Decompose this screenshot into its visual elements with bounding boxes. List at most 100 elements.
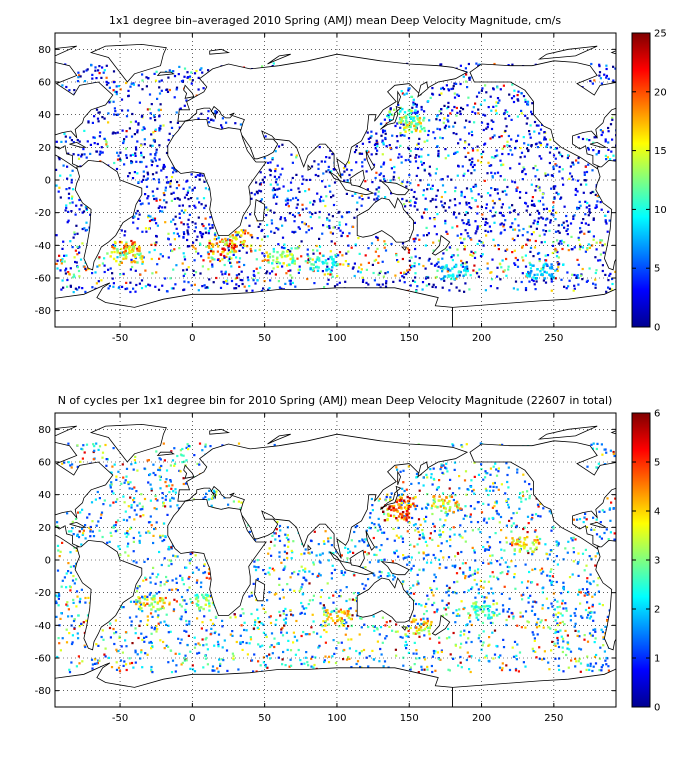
data-cell bbox=[599, 259, 602, 262]
data-cell bbox=[427, 100, 430, 103]
data-cell bbox=[347, 244, 350, 247]
data-cell bbox=[132, 287, 135, 290]
data-cell bbox=[190, 71, 193, 74]
data-cell bbox=[463, 172, 466, 175]
data-cell bbox=[536, 222, 539, 226]
data-cell bbox=[321, 180, 324, 183]
data-cell bbox=[535, 656, 538, 659]
data-cell bbox=[178, 216, 181, 219]
data-cell bbox=[278, 176, 281, 179]
data-cell bbox=[364, 584, 367, 587]
data-cell bbox=[513, 239, 516, 242]
data-cell bbox=[277, 228, 280, 231]
data-cell bbox=[145, 635, 148, 638]
data-cell bbox=[496, 576, 499, 579]
data-cell bbox=[127, 482, 130, 486]
data-cell bbox=[456, 248, 459, 251]
data-cell bbox=[147, 227, 151, 230]
data-cell bbox=[468, 202, 471, 205]
data-cell bbox=[468, 76, 471, 79]
data-cell bbox=[125, 467, 129, 470]
data-cell bbox=[146, 653, 149, 656]
data-cell bbox=[420, 665, 423, 668]
data-cell bbox=[538, 189, 542, 192]
data-cell bbox=[262, 656, 265, 659]
data-cell bbox=[463, 629, 466, 632]
data-cell bbox=[197, 642, 200, 645]
data-cell bbox=[62, 240, 65, 243]
data-cell bbox=[354, 243, 357, 246]
data-cell bbox=[439, 535, 442, 538]
data-cell bbox=[431, 655, 434, 658]
data-cell bbox=[422, 116, 426, 120]
data-cell bbox=[64, 140, 67, 143]
data-cell bbox=[581, 616, 584, 619]
data-cell bbox=[448, 206, 451, 209]
data-cell bbox=[418, 489, 421, 492]
data-cell bbox=[477, 618, 480, 621]
data-cell bbox=[93, 142, 96, 145]
data-cell bbox=[538, 258, 541, 261]
data-cell bbox=[344, 633, 347, 636]
data-cell bbox=[418, 137, 421, 140]
data-cell bbox=[310, 263, 313, 266]
data-cell bbox=[244, 229, 247, 232]
data-cell bbox=[498, 666, 502, 669]
data-cell bbox=[367, 261, 370, 264]
data-cell bbox=[263, 258, 266, 261]
data-cell bbox=[556, 636, 559, 640]
data-cell bbox=[314, 656, 317, 659]
data-cell bbox=[136, 249, 139, 252]
data-cell bbox=[95, 662, 98, 665]
data-cell bbox=[536, 252, 540, 255]
data-cell bbox=[463, 248, 466, 251]
data-cell bbox=[584, 165, 587, 168]
data-cell bbox=[86, 140, 89, 143]
data-cell bbox=[443, 524, 446, 527]
data-cell bbox=[473, 492, 476, 495]
data-cell bbox=[195, 581, 198, 584]
data-cell bbox=[162, 192, 165, 195]
data-cell bbox=[405, 185, 408, 188]
data-cell bbox=[122, 140, 125, 143]
data-cell bbox=[373, 143, 377, 147]
data-cell bbox=[465, 73, 468, 76]
data-cell bbox=[145, 76, 148, 79]
data-cell bbox=[162, 502, 165, 505]
data-cell bbox=[451, 87, 455, 90]
data-cell bbox=[435, 488, 439, 491]
data-cell bbox=[134, 152, 137, 155]
data-cell bbox=[538, 132, 541, 135]
data-cell bbox=[184, 608, 187, 611]
data-cell bbox=[423, 126, 426, 130]
data-cell bbox=[533, 204, 536, 207]
data-cell bbox=[308, 211, 311, 214]
sakhalin-landmass bbox=[397, 90, 402, 106]
data-cell bbox=[166, 88, 169, 91]
data-cell bbox=[345, 627, 348, 630]
data-cell bbox=[140, 649, 143, 652]
data-cell bbox=[480, 156, 483, 159]
data-cell bbox=[407, 251, 410, 254]
data-cell bbox=[255, 267, 258, 270]
data-cell bbox=[283, 217, 286, 220]
data-cell bbox=[356, 660, 360, 663]
data-cell bbox=[543, 136, 546, 139]
data-cell bbox=[287, 639, 290, 642]
data-cell bbox=[114, 500, 118, 503]
data-cell bbox=[544, 138, 547, 141]
data-cell bbox=[364, 538, 367, 541]
data-cell bbox=[573, 273, 576, 277]
data-cell bbox=[539, 621, 542, 624]
data-cell bbox=[384, 136, 387, 140]
data-cell bbox=[268, 653, 271, 656]
data-cell bbox=[95, 282, 98, 285]
data-cell bbox=[579, 662, 583, 665]
data-cell bbox=[361, 198, 364, 201]
data-cell bbox=[526, 100, 530, 103]
data-cell bbox=[603, 243, 607, 246]
data-cell bbox=[592, 665, 595, 668]
data-cell bbox=[343, 619, 346, 622]
data-cell bbox=[496, 171, 500, 174]
data-cell bbox=[403, 134, 406, 137]
